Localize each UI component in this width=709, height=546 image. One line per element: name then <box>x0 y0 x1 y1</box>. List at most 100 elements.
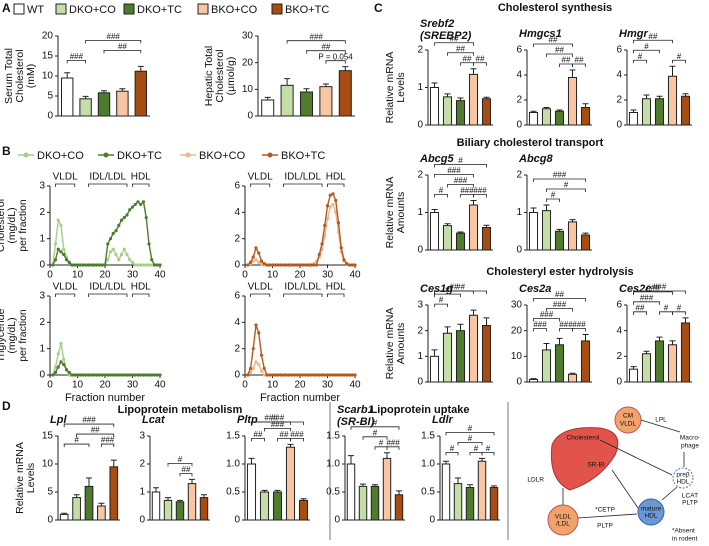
error-bar <box>98 502 105 506</box>
significance-label: ## <box>450 283 459 292</box>
x-tick-label: 30 <box>322 270 334 281</box>
y-tick-label: 1 <box>417 82 423 93</box>
data-point <box>342 373 346 377</box>
data-point <box>257 362 261 367</box>
data-point <box>114 373 118 377</box>
significance-bracket <box>251 438 265 442</box>
data-point <box>108 373 113 377</box>
bar <box>285 446 296 521</box>
data-point <box>111 247 115 251</box>
bar <box>346 463 356 521</box>
bar <box>116 90 129 117</box>
data-point <box>67 370 71 374</box>
series-line <box>52 200 160 266</box>
data-point <box>353 373 357 377</box>
y-tick-label: 2 <box>234 233 240 244</box>
data-point <box>279 373 283 377</box>
diagram-label: *CETP <box>595 507 615 514</box>
error-bar <box>360 483 366 487</box>
data-point <box>290 373 294 377</box>
bar <box>541 108 552 126</box>
bar <box>246 463 257 521</box>
y-tick-label: 4 <box>234 207 240 218</box>
significance-label: ### <box>553 171 567 180</box>
y-tick-label: 2 <box>39 317 45 328</box>
data-point <box>152 263 157 267</box>
diagram-label: LPL <box>655 417 667 424</box>
significance-label: ### <box>640 293 654 302</box>
y-axis-label: Relative mRNA <box>14 442 26 514</box>
y-tick-label: 2 <box>417 45 423 56</box>
data-point <box>257 331 261 335</box>
significance-label: ### <box>310 32 324 41</box>
error-bar <box>73 494 80 498</box>
bar <box>280 84 294 117</box>
significance-label: # <box>474 444 479 453</box>
bar <box>541 210 552 251</box>
bar <box>299 91 314 117</box>
error-bar <box>479 457 485 462</box>
y-tick-label: 20 <box>42 31 54 42</box>
data-point <box>59 223 63 228</box>
region-bracket <box>327 293 345 297</box>
y-tick-label: 5 <box>47 91 53 102</box>
y-tick-label: 10 <box>42 459 54 470</box>
legend-label: DKO+TC <box>117 150 162 162</box>
significance-label: ### <box>447 166 461 175</box>
data-point <box>270 263 275 267</box>
bar <box>199 497 209 521</box>
data-point <box>89 263 93 267</box>
y-tick-label: 4 <box>234 317 240 328</box>
error-bar <box>300 498 307 501</box>
y-tick-label: 0.5 <box>226 487 240 498</box>
gene-title: Ces2a <box>519 283 551 295</box>
error-bar <box>556 109 563 112</box>
data-point <box>136 373 140 377</box>
data-point <box>246 373 250 377</box>
data-point <box>325 217 330 221</box>
error-bar <box>348 455 354 464</box>
data-point <box>331 373 335 377</box>
error-bar <box>455 477 461 484</box>
data-point <box>70 263 74 267</box>
error-bar <box>656 336 663 341</box>
y-tick-label: 0 <box>616 120 622 131</box>
data-point <box>312 263 316 267</box>
error-bar <box>261 489 268 492</box>
data-point <box>314 263 319 267</box>
error-bar <box>470 68 477 75</box>
error-bar <box>444 326 451 334</box>
error-bar <box>467 484 473 488</box>
legend-label: WT <box>27 4 44 16</box>
bar <box>654 340 665 383</box>
data-point <box>152 373 157 377</box>
bar <box>97 505 106 521</box>
y-tick-label: 1.0 <box>421 459 435 470</box>
legend-swatch <box>55 3 67 15</box>
data-point <box>312 373 316 377</box>
significance-bracket <box>546 198 560 202</box>
data-point <box>257 260 261 264</box>
significance-label: ## <box>182 465 191 474</box>
data-point <box>103 373 107 377</box>
data-point <box>268 263 272 267</box>
diagram-label: SR-BI <box>587 462 605 469</box>
bar <box>298 499 309 521</box>
y-tick-label: 1 <box>417 207 423 218</box>
data-point <box>51 373 55 377</box>
data-point <box>320 242 324 246</box>
significance-label: ### <box>553 300 567 309</box>
significance-bracket <box>447 184 474 188</box>
data-point <box>298 263 302 267</box>
bar <box>468 314 479 383</box>
data-point <box>259 262 264 266</box>
data-point <box>317 252 321 257</box>
y-tick-label: 1 <box>39 233 45 244</box>
data-point <box>128 208 132 212</box>
data-point <box>317 373 321 377</box>
bar <box>455 232 466 251</box>
y-tick-label: 2 <box>516 170 522 181</box>
diagram-label: VLDL <box>620 421 637 428</box>
error-bar <box>630 366 637 370</box>
data-point <box>141 373 146 377</box>
